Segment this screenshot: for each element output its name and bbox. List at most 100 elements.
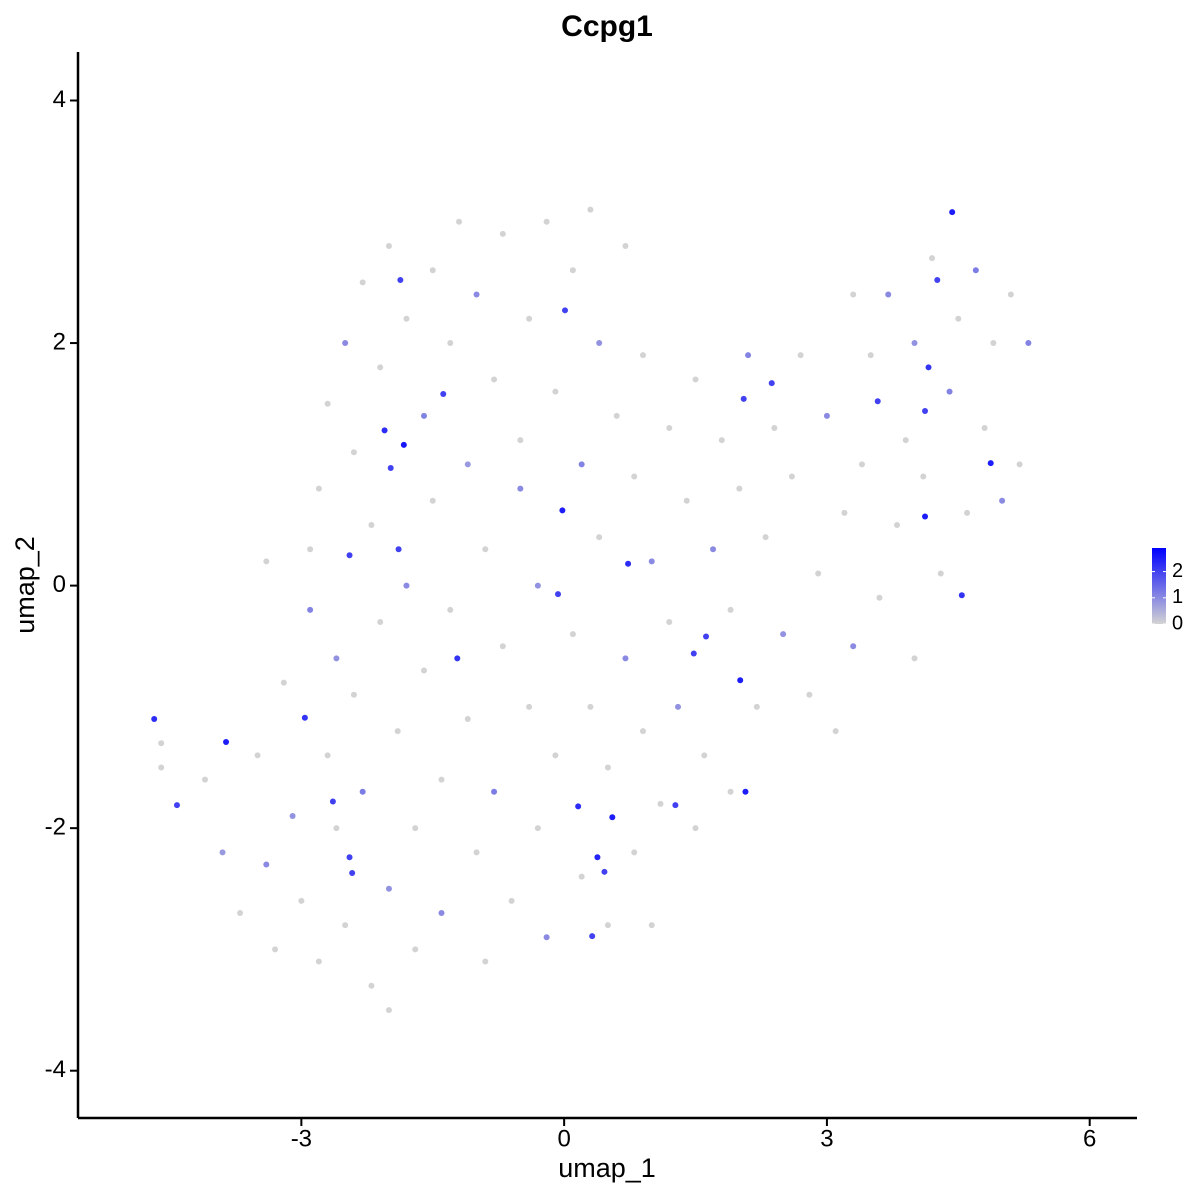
cell-point [473, 291, 480, 298]
chart-title: Ccpg1 [561, 10, 653, 43]
cell-point [385, 885, 392, 892]
cell-point [534, 825, 541, 832]
colorbar-label: 2 [1172, 560, 1183, 582]
cell-point [412, 946, 419, 953]
cell-point [929, 255, 936, 262]
cell-point [911, 340, 918, 347]
cell-point [359, 279, 366, 286]
cell-point [937, 570, 944, 577]
cell-point [823, 412, 830, 419]
cell-point [683, 497, 690, 504]
cell-point [473, 849, 480, 856]
cell-point [569, 267, 576, 274]
cell-point [359, 788, 366, 795]
colorbar [1152, 548, 1166, 624]
cell-point [555, 591, 562, 598]
cell-point [867, 352, 874, 359]
cell-point [604, 922, 611, 929]
cell-point [387, 464, 394, 471]
cell-point [526, 315, 533, 322]
cell-point [420, 667, 427, 674]
cell-point [1025, 340, 1032, 347]
colorbar-label: 0 [1172, 612, 1183, 634]
cell-point [346, 552, 353, 559]
cell-point [858, 461, 865, 468]
cell-point [237, 910, 244, 917]
cell-point [254, 752, 261, 759]
x-tick-label: 3 [820, 1125, 833, 1152]
cell-point [552, 752, 559, 759]
cell-point [609, 814, 616, 821]
cell-point [876, 594, 883, 601]
cell-point [587, 206, 594, 213]
cell-point [999, 497, 1006, 504]
cell-point [675, 703, 682, 710]
y-tick-label: 4 [53, 86, 66, 113]
cell-point [596, 534, 603, 541]
cell-point [666, 618, 673, 625]
cell-point [349, 870, 356, 877]
y-tick-label: -4 [45, 1056, 66, 1083]
cell-point [368, 521, 375, 528]
cell-point [543, 934, 550, 941]
cell-point [223, 739, 230, 746]
cell-point [543, 218, 550, 225]
cell-point [429, 267, 436, 274]
cell-point [972, 267, 979, 274]
cell-point [173, 802, 180, 809]
cell-point [850, 291, 857, 298]
cell-point [324, 400, 331, 407]
y-axis-label: umap_2 [10, 536, 40, 634]
y-tick-label: 2 [53, 328, 66, 355]
cell-point [499, 643, 506, 650]
cell-point [701, 752, 708, 759]
cell-point [639, 352, 646, 359]
cell-point [464, 716, 471, 723]
cell-point [657, 800, 664, 807]
cell-point [301, 714, 308, 721]
cell-point [745, 352, 752, 359]
cell-point [922, 513, 929, 520]
cell-point [648, 558, 655, 565]
cell-point [272, 946, 279, 953]
cell-point [771, 424, 778, 431]
cell-point [902, 437, 909, 444]
cell-point [832, 728, 839, 735]
cell-point [552, 388, 559, 395]
cell-point [622, 655, 629, 662]
cell-point [342, 340, 349, 347]
x-axis-label: umap_1 [558, 1153, 656, 1183]
cell-point [946, 388, 953, 395]
cell-point [740, 395, 747, 402]
cell-point [1007, 291, 1014, 298]
cell-point [491, 376, 498, 383]
x-tick-label: 6 [1083, 1125, 1096, 1152]
cell-point [280, 679, 287, 686]
cell-point [625, 560, 632, 567]
cell-point [806, 691, 813, 698]
cell-point [429, 497, 436, 504]
cell-point [315, 485, 322, 492]
cell-point [438, 910, 445, 917]
cell-point [589, 933, 596, 940]
cell-point [526, 703, 533, 710]
cell-point [491, 788, 498, 795]
cell-point [456, 218, 463, 225]
cell-point [736, 485, 743, 492]
cell-point [517, 485, 524, 492]
cell-point [346, 854, 353, 861]
cell-point [987, 460, 994, 467]
cell-point [780, 631, 787, 638]
cell-point [768, 380, 775, 387]
cell-point [307, 546, 314, 553]
cell-point [151, 716, 158, 723]
cell-point [885, 291, 892, 298]
cell-point [692, 376, 699, 383]
cell-point [666, 424, 673, 431]
cell-point [841, 509, 848, 516]
cell-point [718, 437, 725, 444]
cell-point [949, 209, 956, 216]
cell-point [753, 703, 760, 710]
cell-point [990, 340, 997, 347]
